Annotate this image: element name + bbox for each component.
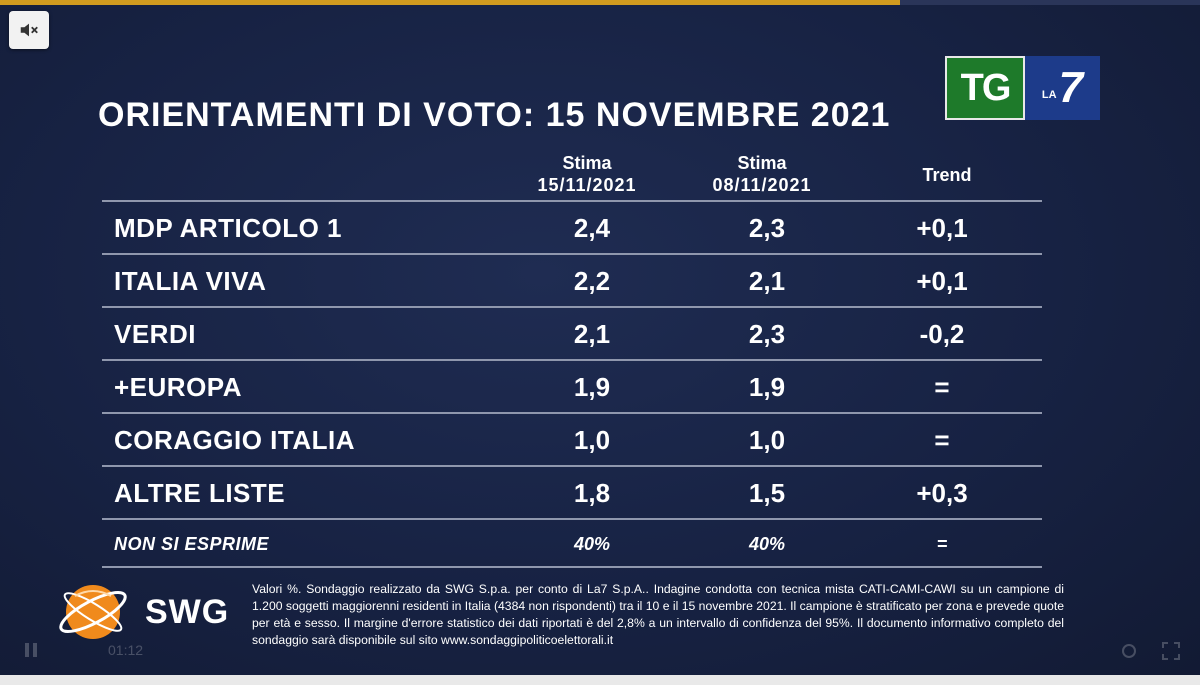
- estimate-previous: 1,5: [748, 478, 786, 508]
- column-header-current: Stima 15/11/2021: [502, 152, 672, 196]
- poll-table: MDP ARTICOLO 1 2,4 2,3 +0,1 ITALIA VIVA …: [102, 200, 1042, 566]
- party-name: MDP ARTICOLO 1: [114, 213, 343, 243]
- estimate-previous: 2,1: [748, 266, 786, 296]
- column-header-current-date: 15/11/2021: [537, 175, 637, 195]
- settings-icon[interactable]: [1120, 642, 1138, 660]
- party-name: ITALIA VIVA: [114, 266, 267, 296]
- page-bottom-strip: [0, 675, 1200, 685]
- table-row: CORAGGIO ITALIA 1,0 1,0 =: [102, 412, 1042, 465]
- estimate-current: 1,0: [573, 425, 611, 455]
- party-name: +EUROPA: [114, 372, 242, 402]
- tg-la7-logo: TG LA 7: [945, 56, 1100, 120]
- trend-value: -0,2: [919, 319, 965, 349]
- la7-logo-la: LA: [1041, 89, 1057, 101]
- estimate-current: 2,1: [573, 319, 611, 349]
- column-header-previous: Stima 08/11/2021: [677, 152, 847, 196]
- table-row: ITALIA VIVA 2,2 2,1 +0,1: [102, 253, 1042, 306]
- swg-logo-text: SWG: [145, 592, 230, 631]
- poll-title: ORIENTAMENTI DI VOTO: 15 NOVEMBRE 2021: [98, 96, 891, 134]
- party-name: VERDI: [114, 319, 196, 349]
- party-name: ALTRE LISTE: [114, 478, 286, 508]
- trend-value: =: [936, 534, 948, 554]
- table-row: ALTRE LISTE 1,8 1,5 +0,3: [102, 465, 1042, 518]
- trend-value: +0,1: [916, 266, 968, 296]
- column-header-previous-label: Stima: [737, 153, 787, 173]
- fullscreen-icon[interactable]: [1162, 642, 1180, 660]
- party-name: CORAGGIO ITALIA: [114, 425, 356, 455]
- column-header-trend: Trend: [862, 164, 1032, 186]
- tg-logo-text: TG: [945, 56, 1025, 120]
- estimate-current: 2,2: [573, 266, 611, 296]
- methodology-note: Valori %. Sondaggio realizzato da SWG S.…: [252, 582, 1064, 647]
- trend-value: =: [934, 425, 950, 455]
- table-row-no-opinion: NON SI ESPRIME 40% 40% =: [102, 518, 1042, 566]
- estimate-previous: 40%: [748, 534, 786, 554]
- table-row: MDP ARTICOLO 1 2,4 2,3 +0,1: [102, 200, 1042, 253]
- swg-logo: SWG: [55, 578, 229, 646]
- table-bottom-divider: [102, 566, 1042, 568]
- la7-logo: LA 7: [1025, 56, 1100, 120]
- estimate-previous: 2,3: [748, 319, 786, 349]
- table-row: +EUROPA 1,9 1,9 =: [102, 359, 1042, 412]
- trend-value: +0,3: [916, 478, 968, 508]
- video-progress-fill: [0, 0, 900, 5]
- column-header-current-label: Stima: [562, 153, 612, 173]
- estimate-current: 1,8: [573, 478, 611, 508]
- mute-button[interactable]: [9, 11, 49, 49]
- estimate-current: 1,9: [573, 372, 611, 402]
- estimate-previous: 2,3: [748, 213, 786, 243]
- estimate-current: 2,4: [573, 213, 611, 243]
- swg-globe-icon: [59, 585, 127, 639]
- party-name: NON SI ESPRIME: [114, 534, 270, 554]
- table-row: VERDI 2,1 2,3 -0,2: [102, 306, 1042, 359]
- video-progress-bar[interactable]: [0, 0, 1200, 5]
- la7-logo-seven: 7: [1058, 63, 1084, 112]
- muted-speaker-icon: [20, 23, 38, 37]
- estimate-previous: 1,0: [748, 425, 786, 455]
- estimate-current: 40%: [573, 534, 611, 554]
- pause-icon[interactable]: [24, 642, 38, 658]
- trend-value: +0,1: [916, 213, 968, 243]
- column-header-previous-date: 08/11/2021: [712, 175, 812, 195]
- column-header-trend-label: Trend: [922, 165, 972, 185]
- estimate-previous: 1,9: [748, 372, 786, 402]
- trend-value: =: [934, 372, 950, 402]
